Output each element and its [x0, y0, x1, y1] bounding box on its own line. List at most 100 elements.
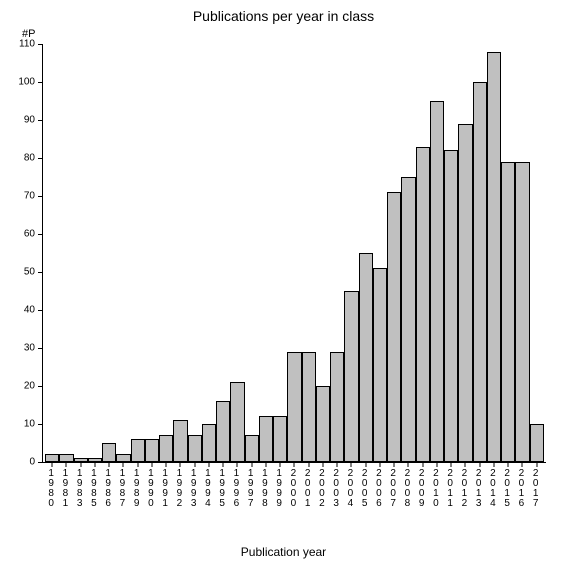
bars-group — [43, 44, 546, 462]
x-tick — [422, 462, 423, 467]
bar — [259, 416, 273, 462]
x-tick — [180, 462, 181, 467]
bar-slot — [102, 44, 116, 462]
x-tick — [493, 462, 494, 467]
y-tick — [38, 234, 43, 235]
x-tick-label: 1985 — [90, 469, 98, 509]
x-tick-label: 2014 — [489, 469, 497, 509]
x-tick — [394, 462, 395, 467]
bar-slot — [458, 44, 472, 462]
bar-slot — [245, 44, 259, 462]
bar-slot — [416, 44, 430, 462]
x-tick — [280, 462, 281, 467]
x-tick — [151, 462, 152, 467]
bar — [515, 162, 529, 462]
bar — [373, 268, 387, 462]
bar — [416, 147, 430, 462]
bar-slot — [202, 44, 216, 462]
x-tick-label: 1983 — [76, 469, 84, 509]
x-tick-label: 2008 — [403, 469, 411, 509]
bar — [387, 192, 401, 462]
bar — [230, 382, 244, 462]
x-tick — [322, 462, 323, 467]
bar-slot — [444, 44, 458, 462]
x-tick-label: 2010 — [432, 469, 440, 509]
bar — [173, 420, 187, 462]
x-tick — [465, 462, 466, 467]
x-tick-label: 2001 — [304, 469, 312, 509]
x-tick-label: 1990 — [147, 469, 155, 509]
bar — [316, 386, 330, 462]
x-tick — [308, 462, 309, 467]
x-tick-label: 2016 — [517, 469, 525, 509]
y-tick-label: 110 — [19, 39, 35, 50]
x-tick-label: 2013 — [475, 469, 483, 509]
bar-slot — [74, 44, 88, 462]
bar-slot — [131, 44, 145, 462]
bar-slot — [88, 44, 102, 462]
bar-slot — [45, 44, 59, 462]
x-tick-label: 2012 — [460, 469, 468, 509]
bar-slot — [473, 44, 487, 462]
bar-slot — [344, 44, 358, 462]
bar-slot — [173, 44, 187, 462]
x-tick-label: 1991 — [161, 469, 169, 509]
bar-slot — [515, 44, 529, 462]
x-tick-label: 1996 — [232, 469, 240, 509]
y-tick-label: 30 — [24, 343, 35, 354]
y-tick — [38, 310, 43, 311]
x-tick-label: 1998 — [261, 469, 269, 509]
bar-slot — [273, 44, 287, 462]
y-tick-label: 20 — [24, 381, 35, 392]
bar-slot — [430, 44, 444, 462]
y-tick-label: 90 — [24, 115, 35, 126]
x-tick-label: 1981 — [61, 469, 69, 509]
x-tick-label: 2006 — [375, 469, 383, 509]
x-tick — [94, 462, 95, 467]
x-tick-label: 1995 — [218, 469, 226, 509]
x-tick-label: 2017 — [532, 469, 540, 509]
x-tick-label: 1997 — [247, 469, 255, 509]
x-tick-label: 2005 — [361, 469, 369, 509]
bar — [401, 177, 415, 462]
bar — [102, 443, 116, 462]
bar — [444, 150, 458, 462]
bar-slot — [188, 44, 202, 462]
bar — [287, 352, 301, 462]
bar — [501, 162, 515, 462]
x-tick — [237, 462, 238, 467]
y-tick — [38, 120, 43, 121]
x-tick — [123, 462, 124, 467]
y-tick-label: 40 — [24, 305, 35, 316]
x-tick-label: 1989 — [133, 469, 141, 509]
x-tick — [294, 462, 295, 467]
bar — [216, 401, 230, 462]
chart-title: Publications per year in class — [0, 8, 567, 24]
bar — [273, 416, 287, 462]
x-tick-label: 1999 — [275, 469, 283, 509]
x-tick — [80, 462, 81, 467]
bar — [330, 352, 344, 462]
x-tick — [66, 462, 67, 467]
x-tick — [508, 462, 509, 467]
bar — [487, 52, 501, 462]
y-tick — [38, 158, 43, 159]
bar — [430, 101, 444, 462]
bar — [116, 454, 130, 462]
y-tick — [38, 272, 43, 273]
bar — [59, 454, 73, 462]
x-tick-label: 1980 — [47, 469, 55, 509]
bar-slot — [145, 44, 159, 462]
bar — [344, 291, 358, 462]
x-tick — [351, 462, 352, 467]
x-tick — [337, 462, 338, 467]
bar-slot — [287, 44, 301, 462]
x-tick-label: 2015 — [503, 469, 511, 509]
x-tick-label: 2003 — [332, 469, 340, 509]
y-tick-label: 0 — [29, 457, 35, 468]
x-tick-label: 2011 — [446, 469, 454, 509]
x-tick-label: 2004 — [346, 469, 354, 509]
bar — [302, 352, 316, 462]
x-tick-label: 1987 — [118, 469, 126, 509]
x-tick-label: 2007 — [389, 469, 397, 509]
